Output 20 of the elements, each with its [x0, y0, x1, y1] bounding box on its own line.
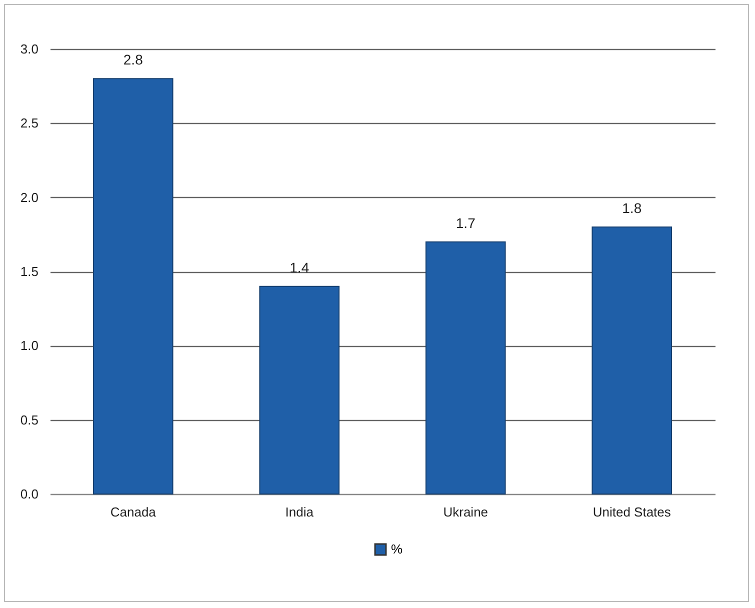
- y-tick-label: 2.0: [20, 190, 38, 205]
- bar: [425, 241, 506, 494]
- legend-label: %: [391, 542, 403, 556]
- y-tick-label: 1.0: [20, 338, 38, 354]
- data-label: 1.4: [290, 259, 310, 276]
- data-label: 1.8: [622, 200, 642, 216]
- y-tick-label: 1.5: [20, 264, 38, 279]
- bar: [259, 286, 340, 494]
- bar: [92, 78, 174, 494]
- x-tick-label: Ukraine: [443, 504, 488, 520]
- y-tick-label: 0.0: [20, 486, 38, 502]
- y-tick-label: 3.0: [20, 42, 38, 56]
- x-tick-label: Canada: [110, 504, 157, 520]
- data-label: 1.7: [456, 214, 476, 231]
- bar: [592, 226, 672, 494]
- y-tick-label: 2.5: [20, 116, 38, 131]
- data-label: 2.8: [123, 52, 144, 68]
- x-tick-label: United States: [592, 504, 672, 520]
- y-tick-label: 0.5: [20, 412, 38, 428]
- x-tick-label: India: [285, 504, 314, 520]
